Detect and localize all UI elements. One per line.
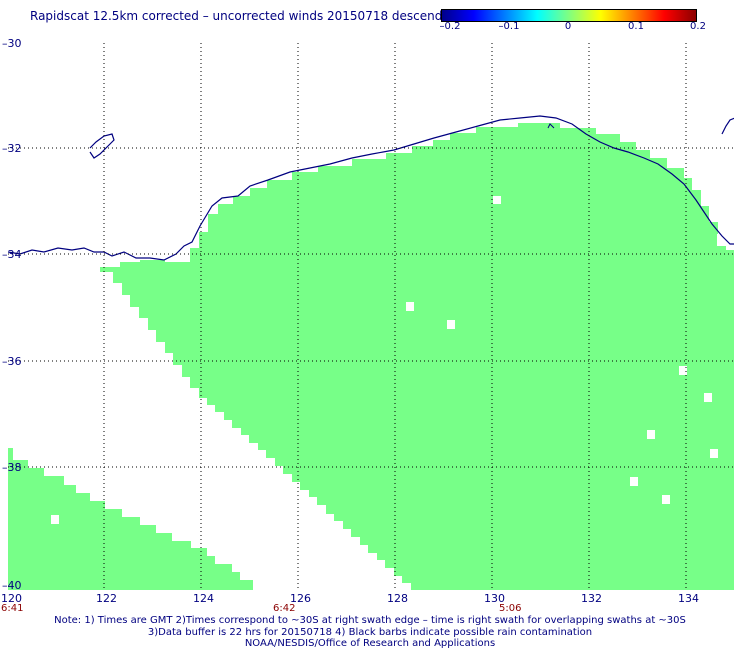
colorbar-label-neg: –0.1 — [498, 21, 520, 32]
lat-label-40: –40 — [2, 579, 22, 592]
lat-gridlines — [8, 147, 734, 468]
lon-label-126: 126 — [290, 592, 311, 605]
time-label-1: 6:41 — [1, 603, 23, 614]
lon-label-122: 122 — [96, 592, 117, 605]
footnotes: Note: 1) Times are GMT 2)Times correspon… — [0, 615, 740, 650]
swath-lower-left — [8, 448, 253, 590]
lon-label-134: 134 — [678, 592, 699, 605]
footnote-line-3: NOAA/NESDIS/Office of Research and Appli… — [244, 638, 496, 649]
lat-label-34: –34 — [2, 248, 22, 261]
lon-label-120: 120 — [1, 592, 22, 605]
time-label-2: 6:42 — [273, 603, 295, 614]
coastline-island-northwest — [89, 133, 115, 159]
colorbar-label-pos: 0.1 — [628, 21, 644, 32]
lon-label-128: 128 — [387, 592, 408, 605]
lat-label-30: –30 — [2, 37, 22, 50]
colorbar-label-min: –0.2 — [439, 21, 461, 32]
time-label-3: 5:06 — [499, 603, 521, 614]
coastline-bay — [547, 123, 555, 129]
map-title: Rapidscat 12.5km corrected – uncorrected… — [30, 9, 461, 23]
footnote-line-1: Note: 1) Times are GMT 2)Times correspon… — [54, 615, 686, 626]
coastline-northeast — [721, 117, 734, 135]
data-gaps — [51, 196, 727, 524]
colorbar-label-zero: 0 — [564, 21, 572, 32]
colorbar — [441, 9, 697, 22]
lat-label-32: –32 — [2, 142, 22, 155]
colorbar-label-max: 0.2 — [690, 21, 706, 32]
footnote-line-2: 3)Data buffer is 22 hrs for 20150718 4) … — [147, 626, 593, 638]
lon-label-132: 132 — [581, 592, 602, 605]
lat-label-38: –38 — [2, 461, 22, 474]
swath-main — [100, 123, 734, 590]
lat-label-36: –36 — [2, 355, 22, 368]
lon-label-124: 124 — [193, 592, 214, 605]
lon-label-130: 130 — [484, 592, 505, 605]
